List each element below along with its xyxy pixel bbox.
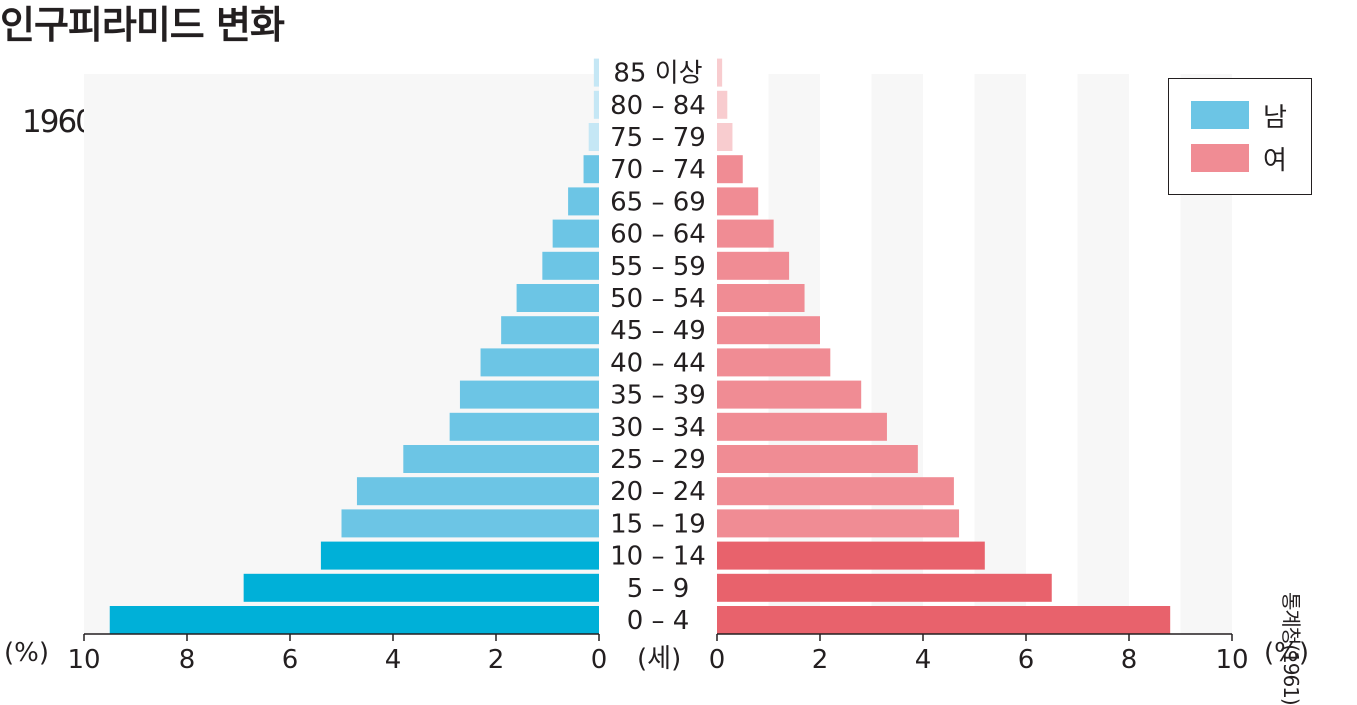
bar-female-30-34 — [717, 412, 887, 441]
age-label-10-14: 10 – 14 — [610, 542, 706, 572]
tick-label-right: 4 — [915, 645, 932, 674]
bar-male-60-64 — [552, 219, 599, 248]
bar-female-45-49 — [717, 316, 820, 345]
grid-band-left — [84, 74, 187, 634]
age-label-80-84: 80 – 84 — [610, 91, 706, 121]
bar-male-65-69 — [568, 187, 599, 216]
tick-label-left: 4 — [385, 645, 402, 674]
bar-male-40-44 — [480, 348, 599, 377]
legend-swatch-male — [1191, 101, 1249, 129]
bar-male-10-14 — [320, 541, 599, 570]
grid-band-left — [393, 74, 496, 634]
tick-label-right: 6 — [1018, 645, 1035, 674]
tick-label-right: 2 — [812, 645, 829, 674]
bar-male-70-74 — [583, 155, 599, 184]
tick-label-left: 6 — [282, 645, 299, 674]
grid-band-right — [974, 74, 1026, 634]
axes — [83, 633, 1233, 641]
bar-female-25-29 — [717, 445, 918, 473]
age-label-60-64: 60 – 64 — [610, 220, 706, 250]
bar-male-55-59 — [542, 251, 599, 280]
right-axis-unit: (%) — [1264, 638, 1309, 668]
age-label-35-39: 35 – 39 — [610, 381, 706, 411]
tick-label-left: 10 — [67, 645, 100, 674]
age-label-45-49: 45 – 49 — [610, 316, 706, 346]
tick-label-left: 2 — [488, 645, 505, 674]
bar-male-45-49 — [501, 316, 599, 345]
age-label-85 이상: 85 이상 — [613, 59, 702, 89]
tick-label-left: 0 — [591, 645, 608, 674]
bar-female-50-54 — [717, 284, 805, 312]
bar-female-75-79 — [717, 123, 733, 151]
tick-label-right: 8 — [1121, 645, 1138, 674]
age-label-20-24: 20 – 24 — [610, 477, 706, 507]
bar-female-20-24 — [717, 477, 954, 506]
bar-male-15-19 — [341, 509, 599, 538]
age-label-15-19: 15 – 19 — [610, 509, 706, 539]
bar-male-0-4 — [109, 606, 599, 634]
legend-swatch-female — [1191, 144, 1249, 172]
age-label-70-74: 70 – 74 — [610, 155, 706, 185]
bar-male-50-54 — [516, 284, 599, 312]
bar-male-20-24 — [356, 477, 599, 506]
bar-female-80-84 — [717, 90, 728, 119]
bar-female-55-59 — [717, 251, 790, 280]
bar-female-5-9 — [717, 573, 1052, 602]
source-note: 통계청(1961) — [1279, 592, 1304, 705]
grid-band-right — [1077, 74, 1129, 634]
bar-male-25-29 — [403, 445, 599, 473]
bar-female-65-69 — [717, 187, 759, 216]
bar-female-35-39 — [717, 380, 862, 409]
bar-female-40-44 — [717, 348, 831, 377]
legend-item-female: 여 — [1191, 142, 1287, 176]
tick-label-right: 10 — [1215, 645, 1248, 674]
left-axis-unit: (%) — [4, 638, 49, 668]
grid-band-left — [290, 74, 393, 634]
tick-labels: 10 8 6 4 2 0 0 2 4 6 8 10 — [67, 645, 1248, 674]
bars — [109, 58, 1171, 634]
bar-male-5-9 — [243, 573, 599, 602]
bar-female-85 이상 — [717, 58, 723, 87]
bar-female-0-4 — [717, 606, 1171, 634]
grid-band-right — [871, 74, 923, 634]
legend-label-female: 여 — [1263, 145, 1287, 176]
bar-female-60-64 — [717, 219, 774, 248]
bar-male-30-34 — [449, 412, 599, 441]
bar-male-35-39 — [459, 380, 599, 409]
legend: 남 여 — [1168, 78, 1312, 195]
age-label-55-59: 55 – 59 — [610, 252, 706, 282]
tick-label-left: 8 — [179, 645, 196, 674]
grid-bands — [84, 74, 1232, 634]
age-label-30-34: 30 – 34 — [610, 413, 706, 443]
bar-male-85 이상 — [593, 58, 599, 87]
bar-male-80-84 — [593, 90, 599, 119]
age-label-0-4: 0 – 4 — [627, 606, 690, 636]
age-label-65-69: 65 – 69 — [610, 187, 706, 217]
age-label-75-79: 75 – 79 — [610, 123, 706, 153]
age-label-50-54: 50 – 54 — [610, 284, 706, 314]
center-axis-unit: (세) — [637, 644, 682, 674]
bar-female-70-74 — [717, 155, 743, 184]
tick-label-right: 0 — [709, 645, 726, 674]
bar-female-10-14 — [717, 541, 985, 570]
legend-label-male: 남 — [1263, 102, 1287, 133]
chart-title: 인구피라미드 변화 — [0, 3, 285, 47]
legend-item-male: 남 — [1191, 99, 1287, 133]
bar-female-15-19 — [717, 509, 960, 538]
age-label-40-44: 40 – 44 — [610, 348, 706, 378]
age-label-5-9: 5 – 9 — [627, 574, 690, 604]
grid-band-left — [187, 74, 290, 634]
bar-male-75-79 — [588, 123, 599, 151]
age-label-25-29: 25 – 29 — [610, 445, 706, 475]
